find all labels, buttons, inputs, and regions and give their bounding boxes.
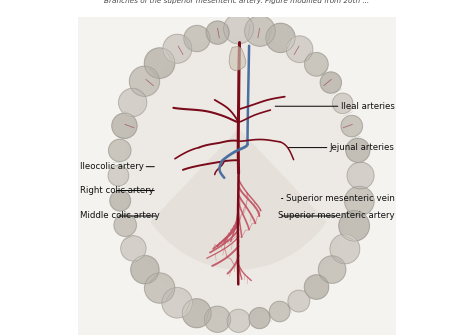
Circle shape — [118, 88, 147, 117]
Polygon shape — [150, 128, 327, 270]
Circle shape — [346, 138, 370, 162]
Circle shape — [347, 162, 374, 189]
Text: Superior mesenteric vein: Superior mesenteric vein — [282, 194, 394, 203]
Circle shape — [332, 93, 353, 114]
Circle shape — [320, 72, 341, 93]
Polygon shape — [229, 46, 246, 71]
Text: Ileocolic artery: Ileocolic artery — [80, 162, 154, 171]
Circle shape — [227, 309, 250, 332]
Circle shape — [345, 186, 374, 216]
Circle shape — [224, 14, 254, 44]
Circle shape — [109, 139, 131, 162]
Circle shape — [286, 36, 313, 62]
Circle shape — [108, 165, 128, 186]
Text: Right colic artery: Right colic artery — [80, 186, 154, 195]
Circle shape — [182, 299, 211, 328]
Circle shape — [184, 26, 210, 52]
Circle shape — [114, 214, 137, 237]
Circle shape — [163, 34, 192, 63]
Circle shape — [129, 66, 160, 96]
Circle shape — [112, 113, 137, 138]
Ellipse shape — [124, 36, 353, 316]
Circle shape — [249, 308, 270, 329]
Circle shape — [330, 234, 360, 264]
Circle shape — [341, 115, 363, 137]
Circle shape — [305, 52, 328, 76]
Circle shape — [288, 290, 310, 312]
Text: Middle colic artery: Middle colic artery — [80, 211, 159, 220]
Circle shape — [162, 288, 192, 318]
Circle shape — [266, 23, 295, 52]
Circle shape — [145, 273, 175, 303]
Circle shape — [110, 191, 130, 211]
Circle shape — [121, 236, 146, 261]
Text: Branches of the superior mesenteric artery. Figure modified from 20th ...: Branches of the superior mesenteric arte… — [104, 0, 370, 4]
Circle shape — [145, 48, 175, 78]
Circle shape — [339, 211, 369, 241]
Circle shape — [245, 16, 275, 46]
Circle shape — [131, 256, 159, 284]
Circle shape — [206, 21, 229, 44]
Circle shape — [270, 301, 290, 322]
Circle shape — [319, 256, 346, 283]
Text: Jejunal arteries: Jejunal arteries — [288, 143, 394, 152]
Text: Ileal arteries: Ileal arteries — [275, 102, 394, 111]
Circle shape — [204, 306, 230, 332]
Text: Superior mesenteric artery: Superior mesenteric artery — [278, 211, 394, 220]
Circle shape — [304, 275, 328, 299]
